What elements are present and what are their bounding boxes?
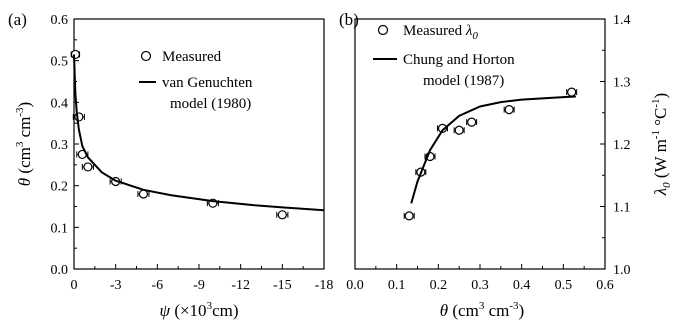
panel-b-legend-measured: Measured λ0 [403, 23, 478, 42]
panel-b-data-point [566, 87, 578, 97]
panel-a-label: (a) [8, 10, 27, 29]
panel-a-y-tick-label: 0.3 [51, 138, 69, 153]
panel-b-y-tick-label: 1.0 [613, 263, 631, 278]
panel-a-x-axis-label: ψ (×103cm) [160, 300, 239, 320]
panel-a-y-tick-label: 0.0 [51, 263, 69, 278]
panel-b-x-tick-label: 0.2 [430, 278, 448, 293]
panel-a-legend-model-line2: model (1980) [170, 96, 251, 112]
panel-b-x-tick-label: 0.0 [346, 278, 364, 293]
panel-b-y-tick-label: 1.3 [613, 76, 631, 91]
panel-b-marker [467, 117, 477, 127]
panel-b-legend-model-line1: Chung and Horton [403, 52, 515, 68]
panel-a-marker [83, 162, 93, 172]
panel-b-legend: Measured λ0 Chung and Horton model (1987… [373, 23, 515, 89]
panel-a-x-tick-label: -3 [110, 278, 122, 293]
panel-a-chart: (a) 0 -3 -6 -9 -12 -15 -18 0.0 0.1 0.2 0.3 0.4 0.5 0.… [8, 10, 333, 320]
panel-b-x-tick-label: 0.3 [471, 278, 489, 293]
panel-b-data-point [403, 211, 415, 221]
panel-b-y-tick-label: 1.2 [613, 138, 631, 153]
panel-b-marker [437, 123, 448, 133]
panel-b-x-tick-label: 0.6 [596, 278, 614, 293]
panel-b-x-tick-label: 0.4 [513, 278, 531, 293]
panel-a-data-point [81, 162, 94, 172]
panel-b-y-tick-label: 1.4 [613, 13, 631, 28]
panel-b-data-point [453, 125, 465, 135]
panel-b-x-tick-label: 0.1 [388, 278, 406, 293]
panel-b-marker [404, 211, 414, 221]
panel-a-data-point [276, 210, 289, 220]
panel-b-chart: (b) 0.0 0.1 0.2 0.3 0.4 0.5 0.61.0 1.1 1.2 1.3 1.4… [339, 10, 673, 320]
panel-a-marker [70, 49, 80, 60]
panel-b-legend-marker [377, 24, 389, 36]
panel-b-x-tick-label: 0.5 [555, 278, 573, 293]
panel-b-marker [454, 125, 464, 135]
panel-a-x-tick-label: -9 [193, 278, 205, 293]
panel-a-data-point [137, 189, 150, 199]
panel-a-model-curve [73, 54, 325, 212]
panel-a-data-point [72, 112, 85, 122]
panel-a-y-tick-label: 0.1 [51, 221, 69, 236]
panel-b-model-curve [410, 95, 576, 204]
panel-b-x-axis-label: θ (cm3 cm-3) [440, 300, 524, 320]
panel-b-y-axis-label: λ0 (W m-1 °C-1) [650, 93, 673, 196]
panel-b-data-point [503, 105, 515, 115]
panel-b-data-point [466, 117, 478, 127]
panel-a-y-tick-label: 0.5 [51, 55, 69, 70]
panel-a-x-tick-label: -12 [231, 278, 250, 293]
panel-a-x-tick-label: -6 [151, 278, 163, 293]
panel-a-x-tick-label: -18 [315, 278, 334, 293]
panel-a-y-axis-label: θ (cm3 cm-3) [14, 102, 34, 186]
panel-b-marker [504, 105, 514, 115]
panel-a-legend-marker [140, 50, 152, 62]
panel-a-marker [277, 210, 287, 220]
panel-a-y-tick-label: 0.4 [51, 96, 69, 111]
panel-a-x-tick-label: -15 [273, 278, 292, 293]
panel-a-legend: Measured van Genuchten model (1980) [139, 49, 253, 112]
panel-b-label: (b) [339, 10, 359, 29]
panel-a-y-tick-label: 0.6 [51, 13, 69, 28]
panel-a-y-tick-label: 0.2 [51, 180, 69, 195]
panel-a-data-point [70, 49, 81, 60]
panel-a-x-tick-label: 0 [71, 278, 78, 293]
panel-b-y-tick-label: 1.1 [613, 201, 631, 216]
panel-a-legend-measured: Measured [162, 49, 222, 65]
panel-a-legend-model-line1: van Genuchten [162, 75, 253, 91]
panel-b-marker [567, 87, 577, 97]
panel-b-legend-model-line2: model (1987) [423, 73, 504, 89]
